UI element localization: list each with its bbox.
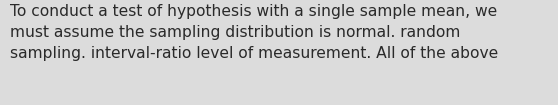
Text: To conduct a test of hypothesis with a single sample mean, we
must assume the sa: To conduct a test of hypothesis with a s… — [10, 4, 498, 61]
